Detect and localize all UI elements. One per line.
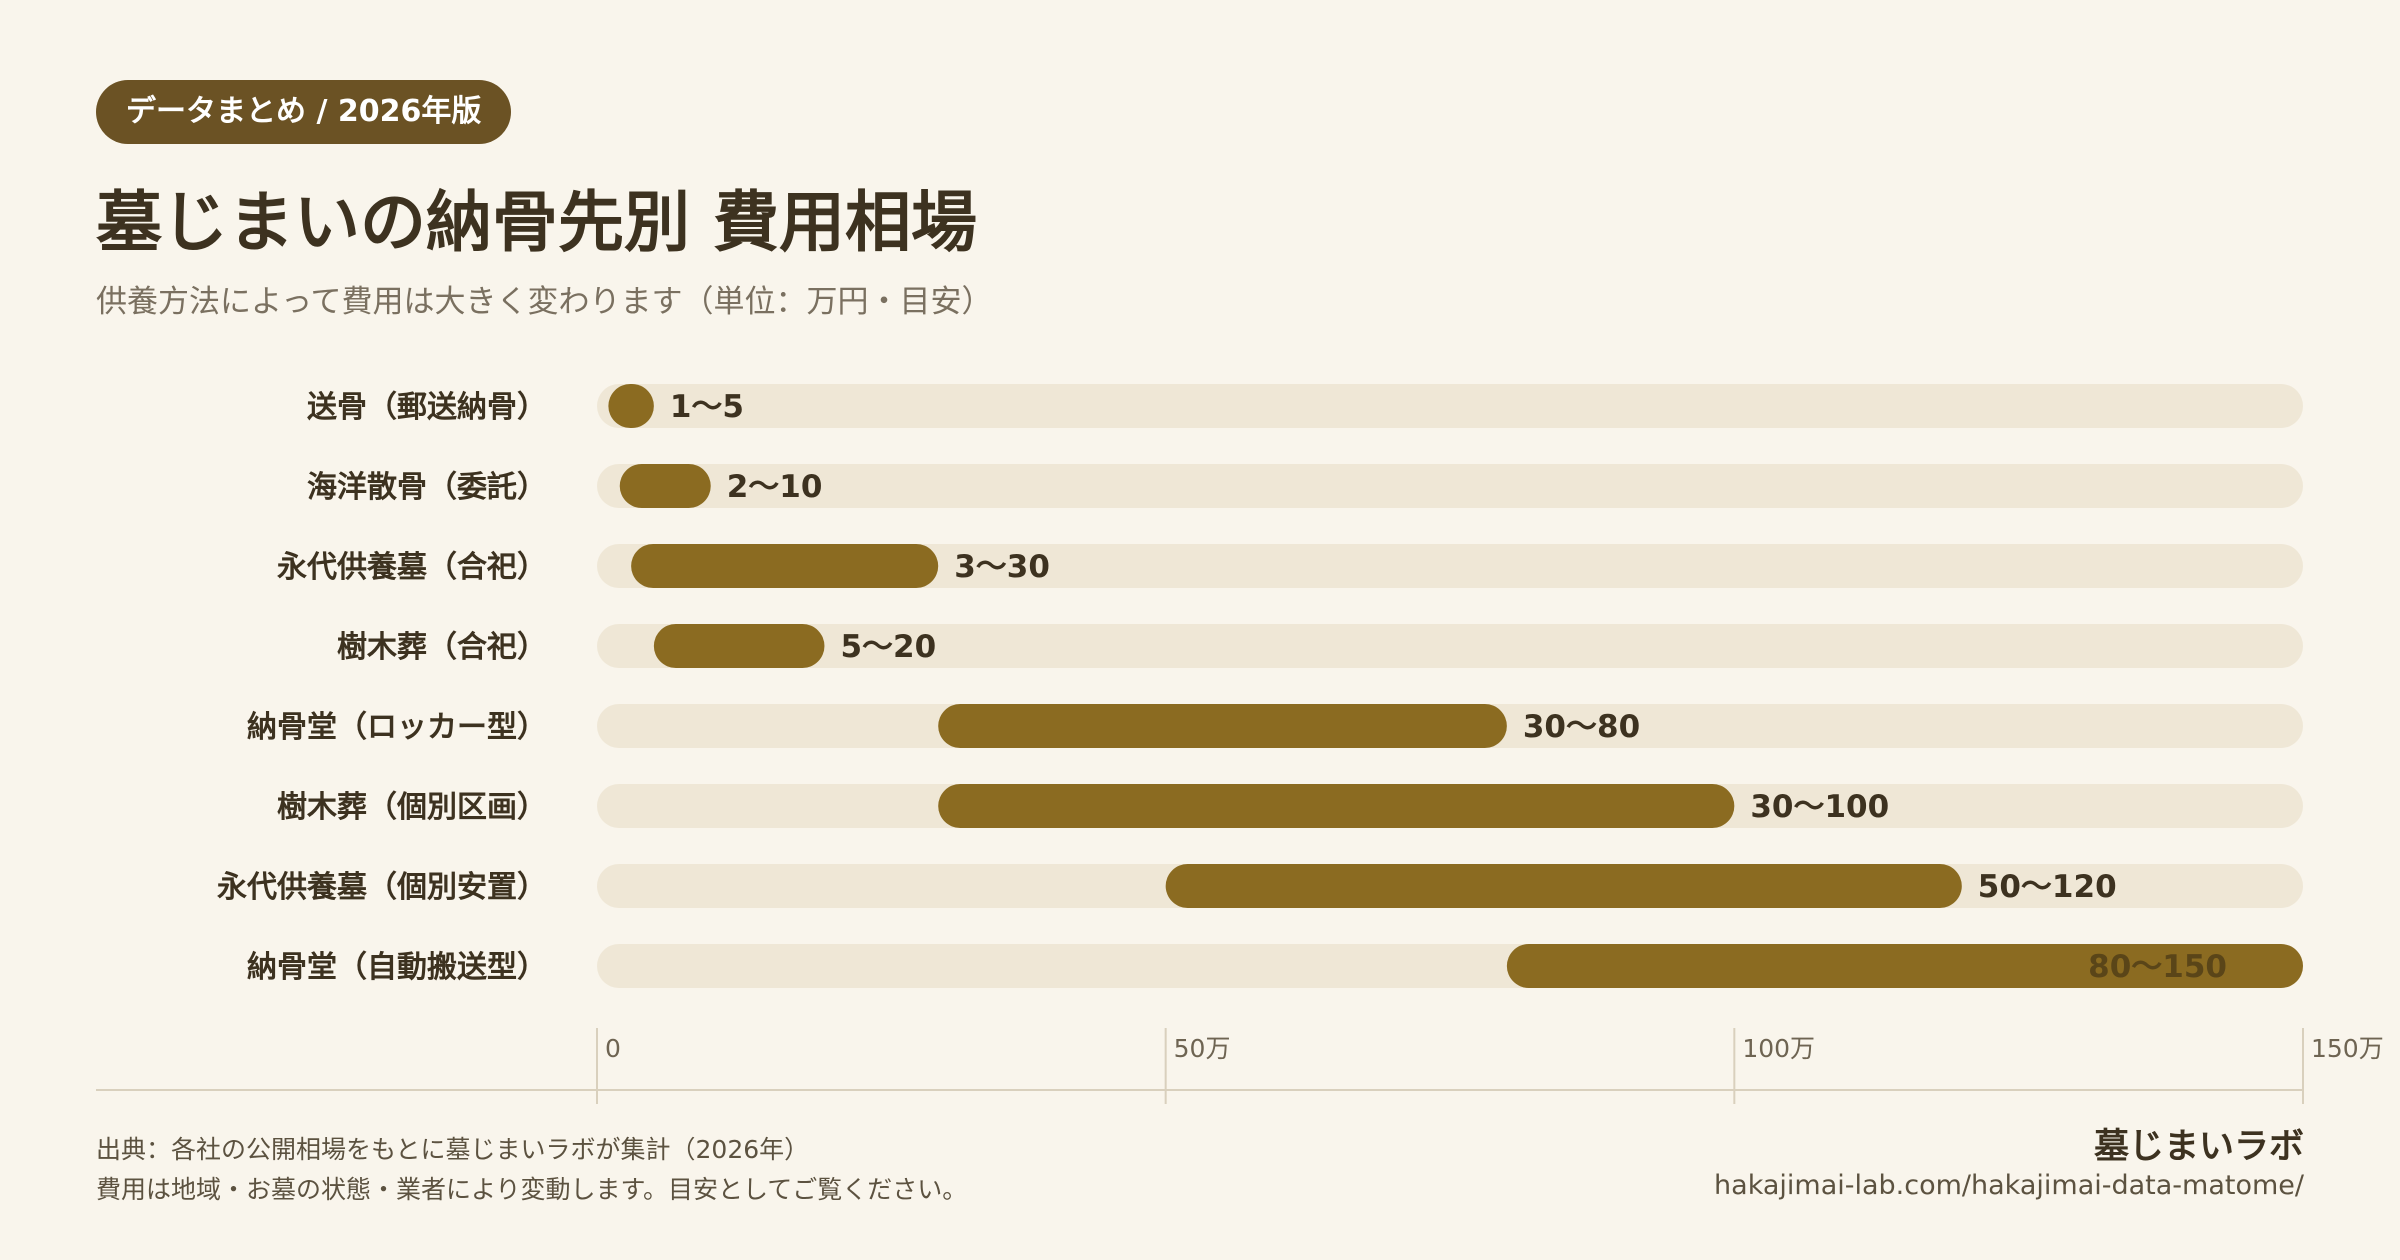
category-label: 永代供養墓（合祀） xyxy=(277,550,547,585)
year-badge: データまとめ / 2026年版 xyxy=(96,80,512,144)
value-label: 5〜20 xyxy=(840,629,936,665)
category-label: 海洋散骨（委託） xyxy=(307,470,547,505)
value-label: 1〜5 xyxy=(670,389,744,425)
source-url[interactable]: hakajimai-lab.com/hakajimai-data-matome/ xyxy=(1714,1170,2304,1201)
value-label: 30〜100 xyxy=(1750,789,1889,825)
value-label: 50〜120 xyxy=(1978,869,2117,905)
brand-name: 墓じまいラボ xyxy=(2093,1127,2304,1167)
category-label: 送骨（郵送納骨） xyxy=(307,390,547,425)
range-bar xyxy=(619,464,711,508)
range-bar xyxy=(631,544,939,588)
bar-track xyxy=(597,624,2303,668)
value-label: 3〜30 xyxy=(954,549,1050,585)
category-label: 樹木葬（個別区画） xyxy=(277,790,547,825)
x-tick-label: 50万 xyxy=(1174,1034,1231,1063)
range-bar xyxy=(938,704,1507,748)
x-tick-label: 150万 xyxy=(2311,1034,2384,1063)
page-subtitle: 供養方法によって費用は大きく変わります（単位：万円・目安） xyxy=(96,284,993,320)
bar-track xyxy=(597,544,2303,588)
category-label: 永代供養墓（個別安置） xyxy=(217,870,547,905)
value-label: 2〜10 xyxy=(727,469,823,505)
page-title: 墓じまいの納骨先別 費用相場 xyxy=(96,184,977,261)
range-bar xyxy=(653,624,825,668)
x-tick-label: 0 xyxy=(605,1034,621,1063)
range-bar xyxy=(938,784,1735,828)
category-label: 樹木葬（合祀） xyxy=(337,630,547,665)
x-tick-label: 100万 xyxy=(1742,1034,1815,1063)
value-label: 80〜150 xyxy=(2088,949,2227,985)
category-label: 納骨堂（ロッカー型） xyxy=(247,710,547,745)
range-bar xyxy=(1165,864,1962,908)
disclaimer-note: 費用は地域・お墓の状態・業者により変動します。目安としてご覧ください。 xyxy=(96,1175,968,1204)
range-bar xyxy=(1506,944,2303,988)
bar-track xyxy=(597,464,2303,508)
source-note: 出典：各社の公開相場をもとに墓じまいラボが集計（2026年） xyxy=(96,1135,810,1164)
range-bar xyxy=(608,384,654,428)
value-label: 30〜80 xyxy=(1523,709,1640,745)
footer-notes: 出典：各社の公開相場をもとに墓じまいラボが集計（2026年） 費用は地域・お墓の… xyxy=(96,1130,967,1210)
bar-track xyxy=(597,384,2303,428)
category-label: 納骨堂（自動搬送型） xyxy=(247,950,547,985)
